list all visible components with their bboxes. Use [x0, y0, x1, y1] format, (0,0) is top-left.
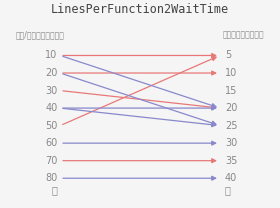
Text: ：: ：: [225, 186, 231, 196]
Text: 10: 10: [225, 68, 237, 78]
Text: 80: 80: [45, 173, 58, 183]
Text: 25: 25: [225, 121, 237, 131]
Text: 15: 15: [225, 85, 237, 95]
Text: ：: ：: [52, 186, 58, 196]
Text: 作り書き時間［分］: 作り書き時間［分］: [223, 30, 265, 39]
Text: 20: 20: [45, 68, 58, 78]
Text: 40: 40: [225, 173, 237, 183]
Text: 60: 60: [45, 138, 58, 148]
Text: 10: 10: [45, 51, 58, 61]
Text: 35: 35: [225, 156, 237, 166]
Text: 30: 30: [225, 138, 237, 148]
Text: 70: 70: [45, 156, 58, 166]
Text: 20: 20: [225, 103, 237, 113]
Text: 行数/メソッド数［行］: 行数/メソッド数［行］: [15, 30, 64, 39]
Text: 50: 50: [45, 121, 58, 131]
Text: 30: 30: [45, 85, 58, 95]
Title: LinesPerFunction2WaitTime: LinesPerFunction2WaitTime: [51, 3, 229, 16]
Text: 5: 5: [225, 51, 231, 61]
Text: 40: 40: [45, 103, 58, 113]
